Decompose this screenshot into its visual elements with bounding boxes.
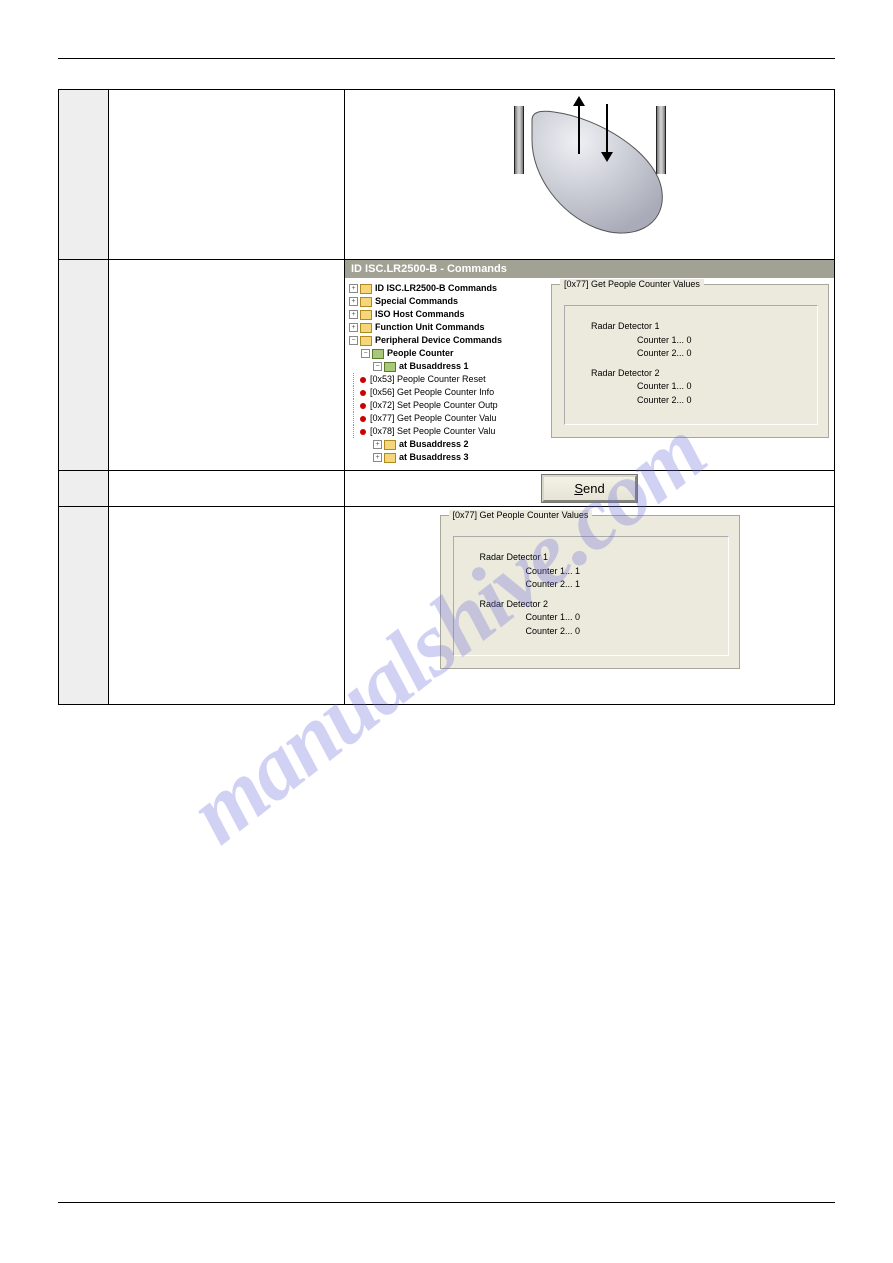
- tree-command[interactable]: [0x72] Set People Counter Outp: [370, 399, 498, 412]
- tree-expand-icon[interactable]: +: [349, 297, 358, 306]
- tree-item[interactable]: Special Commands: [375, 295, 458, 308]
- cell-4b: [109, 507, 345, 705]
- tree-item[interactable]: People Counter: [387, 347, 454, 360]
- command-icon: [360, 390, 366, 396]
- counter-values-panel: [0x77] Get People Counter Values Radar D…: [551, 284, 829, 438]
- arrow-down-icon: [606, 104, 608, 154]
- tree-expand-icon[interactable]: +: [349, 323, 358, 332]
- tree-command[interactable]: [0x77] Get People Counter Valu: [370, 412, 496, 425]
- tree-command[interactable]: [0x56] Get People Counter Info: [370, 386, 494, 399]
- tree-expand-icon[interactable]: +: [349, 284, 358, 293]
- cell-3a: [59, 471, 109, 507]
- folder-open-icon: [372, 349, 384, 359]
- cell-4a: [59, 507, 109, 705]
- tree-command[interactable]: [0x53] People Counter Reset: [370, 373, 486, 386]
- cell-2a: [59, 260, 109, 471]
- detector-label: Radar Detector 1: [591, 320, 807, 334]
- counter-value: Counter 2... 0: [591, 347, 807, 361]
- tree-expand-icon[interactable]: +: [373, 453, 382, 462]
- send-button[interactable]: Send: [542, 475, 636, 502]
- folder-open-icon: [384, 362, 396, 372]
- command-icon: [360, 429, 366, 435]
- tree-collapse-icon[interactable]: −: [349, 336, 358, 345]
- folder-icon: [360, 284, 372, 294]
- rule-bottom: [58, 1202, 835, 1203]
- detector-label: Radar Detector 1: [480, 551, 718, 565]
- counter-value: Counter 1... 0: [591, 334, 807, 348]
- tree-item[interactable]: Function Unit Commands: [375, 321, 485, 334]
- cell-2c: ID ISC.LR2500-B - Commands + ID ISC.LR250…: [345, 260, 835, 471]
- folder-icon: [384, 453, 396, 463]
- tree-collapse-icon[interactable]: −: [361, 349, 370, 358]
- tree-item[interactable]: at Busaddress 3: [399, 451, 469, 464]
- gate-diagram: [480, 100, 700, 245]
- folder-icon: [360, 310, 372, 320]
- cell-3c: Send: [345, 471, 835, 507]
- cell-1a: [59, 90, 109, 260]
- tree-item[interactable]: at Busaddress 1: [399, 360, 469, 373]
- tree-collapse-icon[interactable]: −: [373, 362, 382, 371]
- tree-item[interactable]: ISO Host Commands: [375, 308, 465, 321]
- counter-value: Counter 1... 0: [591, 380, 807, 394]
- gate-bracket-left: [514, 106, 524, 174]
- counter-values-panel-2: [0x77] Get People Counter Values Radar D…: [440, 515, 740, 669]
- tree-expand-icon[interactable]: +: [373, 440, 382, 449]
- panel-title: [0x77] Get People Counter Values: [449, 510, 593, 520]
- tree-item[interactable]: Peripheral Device Commands: [375, 334, 502, 347]
- counter-value: Counter 2... 0: [480, 625, 718, 639]
- folder-icon: [360, 323, 372, 333]
- rule-top: [58, 58, 835, 59]
- commands-window: ID ISC.LR2500-B - Commands + ID ISC.LR250…: [345, 260, 835, 470]
- cell-1b: [109, 90, 345, 260]
- commands-titlebar: ID ISC.LR2500-B - Commands: [345, 260, 835, 278]
- commands-tree[interactable]: + ID ISC.LR2500-B Commands + Special Comma…: [345, 278, 545, 470]
- detector-label: Radar Detector 2: [480, 598, 718, 612]
- lobe-shape: [530, 110, 670, 238]
- command-icon: [360, 416, 366, 422]
- cell-1c: [345, 90, 835, 260]
- panel-title: [0x77] Get People Counter Values: [560, 279, 704, 289]
- send-button-rest: end: [583, 481, 605, 496]
- cell-2b: [109, 260, 345, 471]
- folder-icon: [360, 336, 372, 346]
- send-button-mnemonic: S: [574, 481, 583, 496]
- cell-4c: [0x77] Get People Counter Values Radar D…: [345, 507, 835, 705]
- folder-icon: [384, 440, 396, 450]
- counter-value: Counter 1... 1: [480, 565, 718, 579]
- tree-command[interactable]: [0x78] Set People Counter Valu: [370, 425, 495, 438]
- main-table: ID ISC.LR2500-B - Commands + ID ISC.LR250…: [58, 89, 835, 705]
- tree-item[interactable]: ID ISC.LR2500-B Commands: [375, 282, 497, 295]
- counter-value: Counter 2... 0: [591, 394, 807, 408]
- counter-value: Counter 2... 1: [480, 578, 718, 592]
- tree-expand-icon[interactable]: +: [349, 310, 358, 319]
- command-icon: [360, 403, 366, 409]
- cell-3b: [109, 471, 345, 507]
- tree-item[interactable]: at Busaddress 2: [399, 438, 469, 451]
- folder-icon: [360, 297, 372, 307]
- detector-label: Radar Detector 2: [591, 367, 807, 381]
- command-icon: [360, 377, 366, 383]
- counter-value: Counter 1... 0: [480, 611, 718, 625]
- arrow-up-icon: [578, 104, 580, 154]
